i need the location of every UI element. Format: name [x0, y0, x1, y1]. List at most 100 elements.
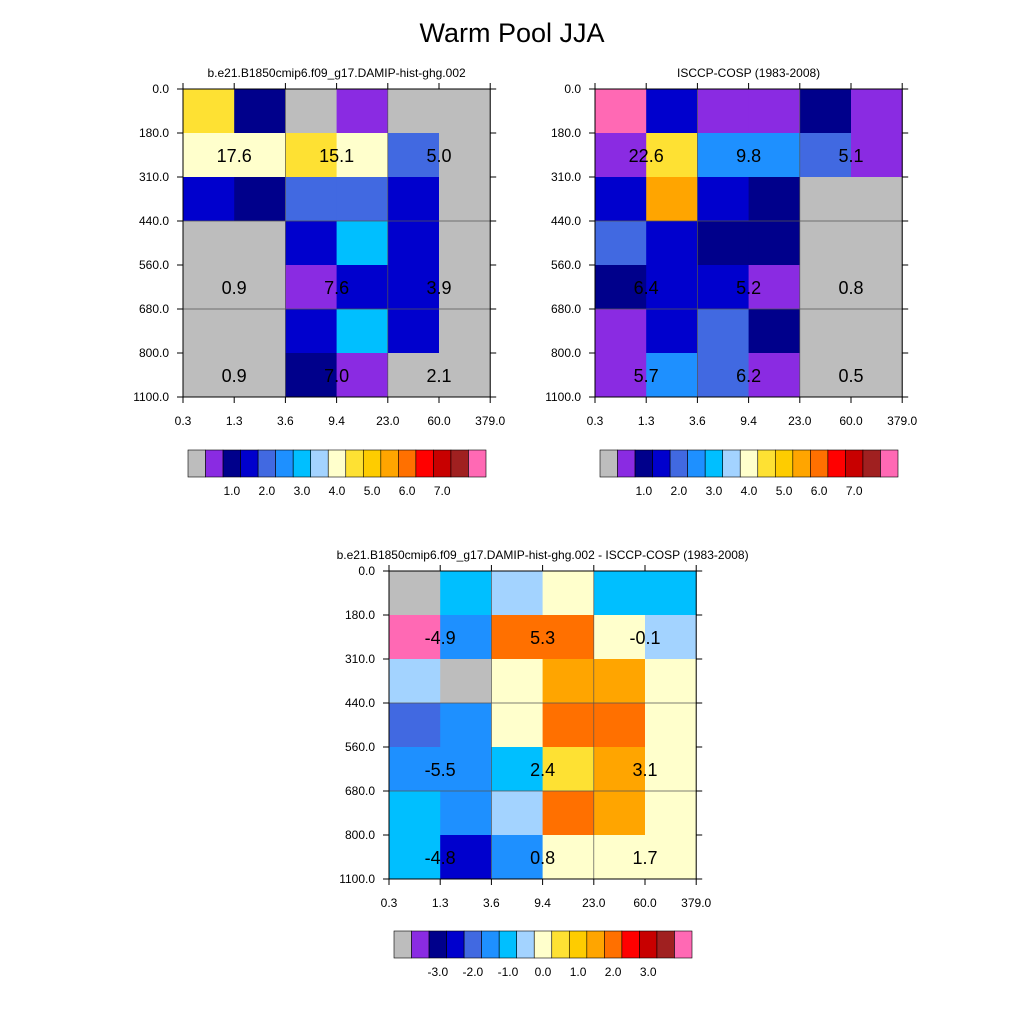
heatmap-cell — [646, 309, 698, 354]
colorbar: 1.0 2.0 3.0 4.0 5.0 6.0 7.0 — [187, 449, 487, 498]
y-tick-label: 800.0 — [345, 828, 375, 842]
heatmap-cell — [645, 747, 697, 792]
colorbar: 1.0 2.0 3.0 4.0 5.0 6.0 7.0 — [599, 449, 899, 498]
heatmap-cell — [748, 221, 801, 266]
colorbar-label: 7.0 — [434, 484, 451, 498]
data-label: 1.7 — [632, 848, 657, 868]
x-tick-label: 0.3 — [175, 414, 192, 428]
colorbar-label: 1.0 — [635, 484, 652, 498]
colorbar-label: 3.0 — [706, 484, 723, 498]
heatmap-cell — [593, 571, 646, 616]
heatmap-cell — [491, 703, 544, 748]
heatmap-cell — [799, 177, 852, 222]
heatmap-cell — [439, 265, 491, 310]
colorbar: -3.0 -2.0 -1.0 0.0 1.0 2.0 3.0 — [393, 930, 693, 979]
y-tick-label: 800.0 — [551, 346, 581, 360]
y-tick-label: 180.0 — [139, 126, 169, 140]
colorbar-box — [634, 449, 653, 478]
heatmap-cell — [439, 133, 491, 178]
heatmap-cell — [645, 615, 697, 660]
colorbar-box — [433, 449, 452, 478]
colorbar-box — [774, 449, 794, 478]
colorbar-box — [450, 449, 469, 478]
heatmap-cell — [851, 133, 903, 178]
heatmap-cell — [646, 221, 698, 266]
heatmap-cell — [183, 221, 235, 266]
heatmap-cell — [491, 571, 544, 616]
colorbar-box — [704, 449, 724, 478]
colorbar-label: 1.0 — [223, 484, 240, 498]
heatmap-cell — [697, 353, 750, 398]
heatmap-cell — [593, 747, 646, 792]
heatmap-cell — [593, 791, 646, 836]
heatmap-cell — [697, 265, 750, 310]
heatmap-cell — [748, 133, 801, 178]
colorbar-box — [327, 449, 347, 478]
heatmap-cell — [387, 221, 440, 266]
y-tick-label: 680.0 — [139, 302, 169, 316]
colorbar-box — [516, 930, 535, 959]
x-tick-label: 23.0 — [788, 414, 812, 428]
heatmap-cell — [697, 133, 750, 178]
colorbar-box — [757, 449, 776, 478]
x-tick-label: 9.4 — [534, 896, 551, 910]
heatmap-cell — [851, 353, 903, 398]
data-label: 0.8 — [838, 278, 863, 298]
y-tick-label: 1100.0 — [133, 390, 169, 404]
heatmap-panel-3: b.e21.B1850cmip6.f09_g17.DAMIP-hist-ghg.… — [337, 548, 749, 979]
heatmap-panel-1: b.e21.B1850cmip6.f09_g17.DAMIP-hist-ghg.… — [133, 66, 505, 498]
colorbar-box — [674, 930, 693, 959]
y-tick-label: 180.0 — [551, 126, 581, 140]
colorbar-box — [468, 449, 487, 478]
colorbar-label: 6.0 — [399, 484, 416, 498]
x-tick-label: 60.0 — [427, 414, 451, 428]
y-tick-label: 0.0 — [358, 564, 375, 578]
data-label: 5.1 — [838, 146, 863, 166]
heatmap-cell — [183, 265, 235, 310]
colorbar-label: 0.0 — [535, 965, 552, 979]
heatmap-cell — [595, 177, 647, 222]
colorbar-label: 3.0 — [294, 484, 311, 498]
colorbar-box — [568, 930, 588, 959]
colorbar-box — [792, 449, 811, 478]
colorbar-label: -1.0 — [498, 965, 519, 979]
heatmap-cell — [336, 265, 389, 310]
x-tick-label: 1.3 — [226, 414, 243, 428]
colorbar-box — [222, 449, 241, 478]
heatmap-cell — [387, 309, 440, 354]
data-label: 7.0 — [324, 366, 349, 386]
heatmap-cell — [439, 309, 491, 354]
heatmap-cell — [542, 571, 595, 616]
colorbar-box — [380, 449, 399, 478]
colorbar-box — [739, 449, 759, 478]
heatmap-cell — [285, 89, 338, 134]
y-tick-label: 1100.0 — [545, 390, 581, 404]
heatmap-cell — [285, 177, 338, 222]
heatmap-cell — [387, 89, 440, 134]
heatmap-cell — [748, 353, 801, 398]
y-tick-label: 1100.0 — [339, 872, 375, 886]
heatmap-cell — [851, 309, 903, 354]
y-tick-label: 560.0 — [345, 740, 375, 754]
y-tick-label: 0.0 — [152, 82, 169, 96]
heatmap-cell — [440, 659, 492, 704]
colorbar-box — [880, 449, 899, 478]
heatmap-cell — [646, 353, 698, 398]
heatmap-cell — [595, 353, 647, 398]
heatmap-cell — [851, 265, 903, 310]
colorbar-label: -2.0 — [463, 965, 484, 979]
colorbar-box — [862, 449, 881, 478]
heatmap-cell — [336, 353, 389, 398]
x-tick-label: 9.4 — [328, 414, 345, 428]
heatmap-cell — [646, 133, 698, 178]
heatmap-cell — [439, 177, 491, 222]
colorbar-box — [827, 449, 846, 478]
heatmap-cell — [183, 353, 235, 398]
colorbar-box — [463, 930, 482, 959]
heatmap-cell — [799, 353, 852, 398]
heatmap-cell — [336, 177, 389, 222]
y-tick-label: 680.0 — [551, 302, 581, 316]
heatmap-cell — [387, 133, 440, 178]
heatmap-cell — [646, 265, 698, 310]
